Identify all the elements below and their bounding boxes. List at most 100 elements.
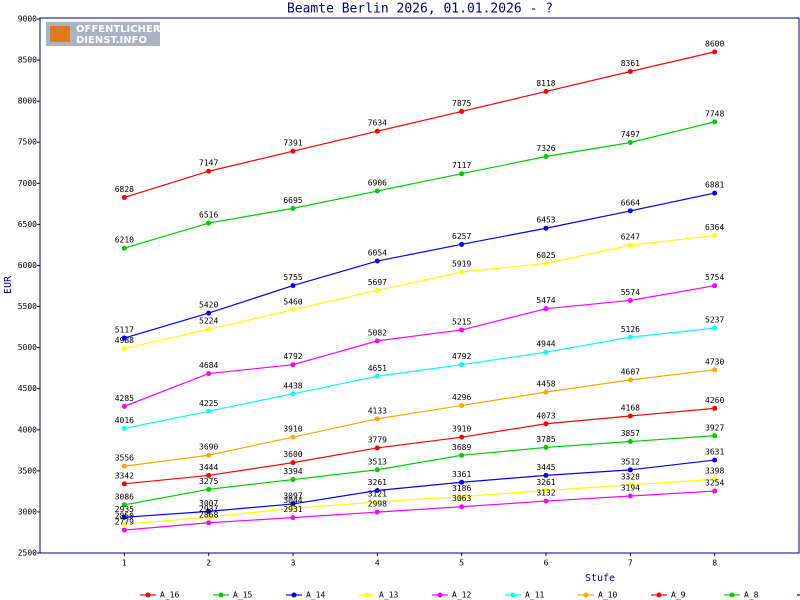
data-point bbox=[459, 479, 465, 485]
data-label: 5754 bbox=[705, 273, 724, 282]
legend-marker bbox=[145, 592, 151, 598]
legend-label: A_8 bbox=[744, 591, 759, 600]
data-point bbox=[290, 460, 296, 466]
data-point bbox=[290, 501, 296, 507]
data-label: 5082 bbox=[368, 328, 387, 337]
data-label: 3512 bbox=[621, 457, 640, 466]
data-label: 5574 bbox=[621, 288, 640, 297]
data-point bbox=[374, 445, 380, 451]
legend-label: A_10 bbox=[598, 591, 617, 600]
data-point bbox=[543, 498, 549, 504]
data-label: 3910 bbox=[452, 425, 471, 434]
data-label: 6210 bbox=[115, 236, 134, 245]
data-label: 4988 bbox=[115, 336, 134, 345]
data-point bbox=[627, 139, 633, 145]
data-point bbox=[712, 457, 718, 463]
series-line bbox=[124, 234, 715, 350]
logo-text: DIENST.INFO bbox=[76, 35, 147, 46]
series-line bbox=[124, 121, 715, 249]
y-tick-label: 8000 bbox=[18, 97, 37, 106]
data-label: 8600 bbox=[705, 39, 724, 48]
data-label: 6025 bbox=[536, 251, 555, 260]
data-label: 3086 bbox=[115, 492, 134, 501]
data-point bbox=[206, 371, 212, 377]
data-point bbox=[543, 389, 549, 395]
data-label: 3927 bbox=[705, 423, 724, 432]
data-point bbox=[627, 467, 633, 473]
data-label: 3513 bbox=[368, 457, 387, 466]
data-label: 5474 bbox=[536, 296, 555, 305]
legend-label: A_14 bbox=[306, 591, 325, 600]
data-point bbox=[290, 434, 296, 440]
data-point bbox=[121, 463, 127, 469]
data-point bbox=[712, 190, 718, 196]
data-point bbox=[206, 452, 212, 458]
data-label: 5224 bbox=[199, 317, 218, 326]
data-label: 5460 bbox=[283, 297, 302, 306]
data-point bbox=[627, 208, 633, 214]
data-label: 3600 bbox=[283, 450, 302, 459]
y-tick-label: 5500 bbox=[18, 302, 37, 311]
data-label: 6695 bbox=[283, 196, 302, 205]
data-point bbox=[374, 258, 380, 264]
data-point bbox=[290, 362, 296, 368]
data-point bbox=[543, 472, 549, 478]
logo-icon bbox=[50, 26, 70, 42]
plot-frame bbox=[39, 17, 800, 554]
data-point bbox=[627, 439, 633, 445]
series-line bbox=[124, 459, 715, 518]
data-label: 4016 bbox=[115, 416, 134, 425]
data-point bbox=[121, 425, 127, 431]
x-tick-label: 4 bbox=[375, 559, 380, 568]
data-point bbox=[374, 487, 380, 493]
y-tick-label: 6500 bbox=[18, 220, 37, 229]
data-point bbox=[459, 327, 465, 333]
data-point bbox=[206, 520, 212, 526]
data-label: 4607 bbox=[621, 367, 640, 376]
data-label: 3444 bbox=[199, 463, 218, 472]
data-point bbox=[290, 307, 296, 313]
data-label: 3275 bbox=[199, 477, 218, 486]
y-tick-label: 3500 bbox=[18, 466, 37, 475]
data-point bbox=[459, 171, 465, 177]
data-point bbox=[290, 148, 296, 154]
data-point bbox=[712, 488, 718, 494]
data-point bbox=[543, 349, 549, 355]
data-label: 5755 bbox=[283, 273, 302, 282]
data-label: 3121 bbox=[368, 489, 387, 498]
data-label: 3689 bbox=[452, 443, 471, 452]
y-tick-label: 7000 bbox=[18, 179, 37, 188]
data-label: 6516 bbox=[199, 211, 218, 220]
data-point bbox=[543, 421, 549, 427]
data-label: 3261 bbox=[368, 478, 387, 487]
data-label: 3254 bbox=[705, 479, 724, 488]
data-label: 7748 bbox=[705, 109, 724, 118]
data-point bbox=[121, 245, 127, 251]
data-label: 3194 bbox=[621, 483, 640, 492]
data-point bbox=[290, 515, 296, 521]
x-tick-label: 1 bbox=[122, 559, 127, 568]
data-point bbox=[121, 335, 127, 341]
data-point bbox=[459, 434, 465, 440]
data-point bbox=[121, 502, 127, 508]
data-label: 6828 bbox=[115, 185, 134, 194]
data-point bbox=[712, 367, 718, 373]
data-label: 5697 bbox=[368, 278, 387, 287]
data-point bbox=[543, 225, 549, 231]
data-point bbox=[374, 338, 380, 344]
data-point bbox=[374, 128, 380, 134]
data-point bbox=[543, 88, 549, 94]
data-label: 3261 bbox=[536, 478, 555, 487]
data-point bbox=[206, 508, 212, 514]
legend-marker bbox=[656, 592, 662, 598]
data-point bbox=[206, 326, 212, 332]
data-label: 5215 bbox=[452, 317, 471, 326]
data-label: 7497 bbox=[621, 130, 640, 139]
data-label: 4133 bbox=[368, 406, 387, 415]
data-point bbox=[374, 499, 380, 505]
y-tick-label: 2500 bbox=[18, 549, 37, 558]
series-line bbox=[124, 285, 715, 407]
data-point bbox=[374, 188, 380, 194]
data-point bbox=[374, 509, 380, 515]
